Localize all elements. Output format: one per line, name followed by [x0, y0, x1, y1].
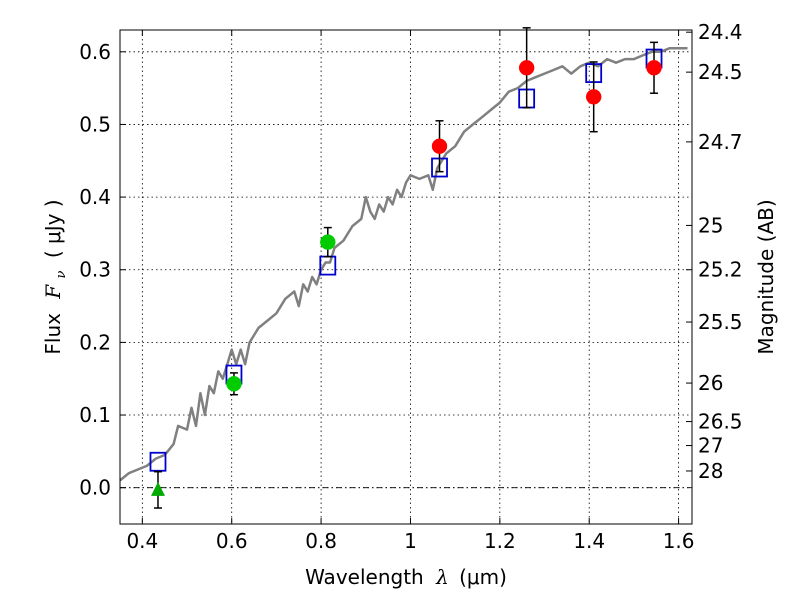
upper-limit-triangle [150, 481, 165, 496]
mag-tick-label: 25 [698, 213, 723, 237]
mag-tick-label: 24.5 [698, 60, 743, 84]
x-tick-label: 0.8 [305, 529, 337, 553]
x-tick-label: 1.6 [663, 529, 695, 553]
x-tick-label: 1.4 [573, 529, 605, 553]
x-tick-label: 0.6 [216, 529, 248, 553]
plot-frame [119, 29, 693, 525]
y-tick-label: 0.6 [79, 40, 111, 64]
y-tick-label: 0.4 [79, 185, 111, 209]
data-point-circle [431, 138, 448, 154]
y-tick-label: 0.1 [79, 403, 111, 427]
mag-tick-label: 25.5 [698, 310, 743, 334]
x-axis-title: Wavelength λ (μm) [305, 565, 507, 589]
grid-lines [120, 30, 692, 524]
x-tick-label: 0.4 [126, 529, 158, 553]
y-tick-label: 0.3 [79, 258, 111, 282]
mag-tick-label: 28 [698, 459, 723, 483]
model-square-marker [149, 451, 167, 472]
mag-tick-label: 24.4 [698, 20, 743, 44]
y-tick-label: 0.2 [79, 330, 111, 354]
axis-ticks: 0.4 0.6 0.8 1 1.2 1.4 1.6 0.0 0.1 0.2 0.3 0.4 0.5 0.6… [79, 20, 742, 553]
data-point-circle [646, 60, 662, 76]
data-point-circle [585, 89, 602, 105]
mag-tick-label: 26.5 [698, 410, 743, 434]
x-tick-label: 1.2 [484, 529, 516, 553]
mag-tick-label: 27 [698, 434, 723, 458]
sed-curve [119, 46, 688, 482]
mag-tick-label: 24.7 [698, 130, 743, 154]
mag-tick-label: 25.2 [698, 258, 743, 282]
data-point-circle [226, 376, 242, 392]
y2-axis-title: Magnitude (AB) [754, 199, 778, 354]
y-tick-label: 0.5 [79, 112, 111, 136]
y-axis-title: Flux F ν ( μJy ) [41, 199, 70, 354]
data-point-circle [518, 60, 535, 76]
data-point-circle [320, 234, 336, 250]
mag-tick-label: 26 [698, 371, 723, 395]
y-tick-label: 0.0 [79, 476, 111, 500]
x-tick-label: 1 [404, 529, 417, 553]
data-markers [149, 27, 663, 509]
model-sed-line [119, 46, 688, 482]
